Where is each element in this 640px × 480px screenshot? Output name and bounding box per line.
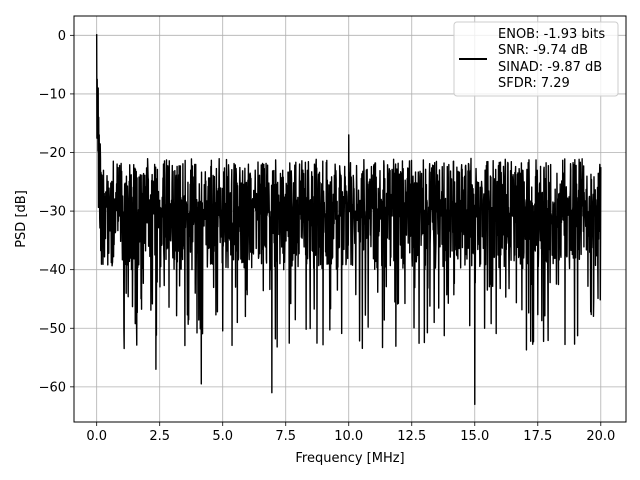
x-tick-label: 0.0 [86,429,107,444]
x-tick-label: 7.5 [275,429,296,444]
legend-entry-sinad: SINAD: -9.87 dB [498,60,602,75]
y-tick-label: −40 [39,263,66,278]
x-tick-label: 10.0 [334,429,363,444]
legend-box [453,21,619,97]
x-tick-label: 17.5 [523,429,552,444]
legend: ENOB: -1.93 bits SNR: -9.74 dB SINAD: -9… [453,21,619,97]
x-axis-label: Frequency [MHz] [295,451,404,466]
legend-entry-enob: ENOB: -1.93 bits [498,27,605,42]
y-tick-label: −10 [39,87,66,102]
y-tick-label: 0 [58,29,66,44]
x-tick-label: 12.5 [397,429,426,444]
y-tick-label: −30 [39,205,66,220]
y-axis-ticks: 0 −10 −20 −30 −40 −50 −60 [39,29,74,395]
plot-area [95,34,602,406]
x-tick-label: 2.5 [149,429,170,444]
x-tick-label: 5.0 [212,429,233,444]
plot-frame [73,15,627,423]
legend-entry-snr: SNR: -9.74 dB [498,43,588,58]
x-tick-label: 15.0 [460,429,489,444]
y-axis-label: PSD [dB] [14,190,29,248]
y-tick-label: −60 [39,380,66,395]
legend-entry-sfdr: SFDR: 7.29 [498,76,570,91]
x-tick-label: 20.0 [586,429,615,444]
y-tick-label: −50 [39,322,66,337]
psd-series-line [95,34,602,406]
y-tick-label: −20 [39,146,66,161]
x-axis-ticks: 0.0 2.5 5.0 7.5 10.0 12.5 15.0 17.5 20.0 [86,422,615,444]
